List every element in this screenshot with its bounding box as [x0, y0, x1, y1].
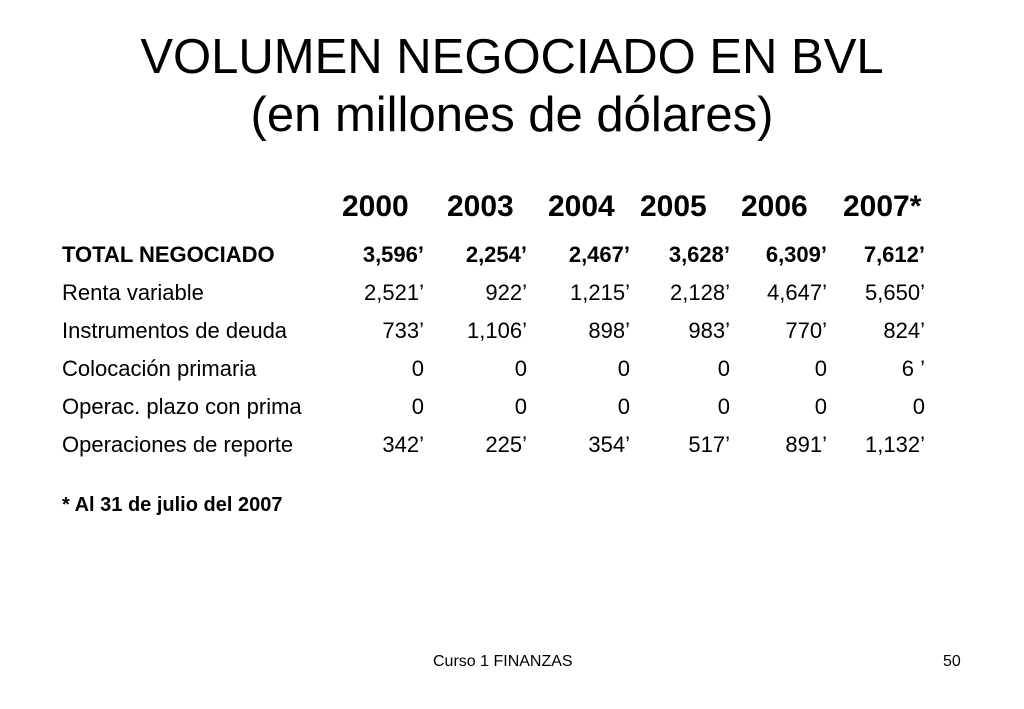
table-row-total: TOTAL NEGOCIADO 3,596’ 2,254’ 2,467’ 3,6…	[0, 240, 1024, 278]
table-cell: 0	[617, 356, 630, 381]
table-cell: 983’	[688, 318, 730, 343]
table-cell: 898’	[588, 318, 630, 343]
row-label: Colocación primaria	[62, 356, 257, 381]
table-cell: 2,254’	[465, 242, 527, 267]
table-cell: 3,628’	[668, 242, 730, 267]
row-label: Operac. plazo con prima	[62, 394, 302, 419]
table-cell: 922’	[485, 280, 527, 305]
table-cell: 0	[617, 394, 630, 419]
table-cell: 1,132’	[865, 432, 925, 457]
table-cell: 225’	[485, 432, 527, 457]
year-header: 2006	[741, 190, 808, 223]
volume-table: TOTAL NEGOCIADO 3,596’ 2,254’ 2,467’ 3,6…	[0, 240, 1024, 468]
table-cell: 6,309’	[765, 242, 827, 267]
table-row: Operaciones de reporte 342’ 225’ 354’ 51…	[0, 430, 1024, 468]
year-header: 2003	[447, 190, 514, 223]
table-cell: 0	[514, 394, 527, 419]
row-label: Instrumentos de deuda	[62, 318, 288, 343]
table-cell: 891’	[785, 432, 827, 457]
table-cell: 0	[814, 356, 827, 381]
footer-course-label: Curso 1 FINANZAS	[433, 653, 573, 670]
table-cell: 770’	[785, 318, 827, 343]
year-header: 2000	[342, 190, 409, 223]
table-cell: 1,215’	[570, 280, 630, 305]
table-cell: 824’	[883, 318, 925, 343]
year-header: 2007*	[843, 190, 922, 223]
table-cell: 0	[514, 356, 527, 381]
row-label: TOTAL NEGOCIADO	[62, 242, 275, 267]
row-label: Renta variable	[62, 280, 204, 305]
title-line-2: (en millones de dólares)	[250, 88, 774, 142]
table-row: Colocación primaria 0 0 0 0 0 6 ’	[0, 354, 1024, 392]
table-cell: 4,647’	[767, 280, 827, 305]
table-cell: 6 ’	[901, 356, 925, 381]
row-label: Operaciones de reporte	[62, 432, 294, 457]
footnote: * Al 31 de julio del 2007	[62, 494, 283, 516]
year-header-row: 2000 2003 2004 2005 2006 2007*	[0, 190, 1024, 230]
table-cell: 0	[411, 356, 424, 381]
table-row: Operac. plazo con prima 0 0 0 0 0 0	[0, 392, 1024, 430]
table-row: Instrumentos de deuda 733’ 1,106’ 898’ 9…	[0, 316, 1024, 354]
table-cell: 0	[912, 394, 925, 419]
page-number: 50	[943, 653, 961, 670]
table-cell: 2,467’	[568, 242, 630, 267]
table-cell: 517’	[688, 432, 730, 457]
table-cell: 2,521’	[364, 280, 424, 305]
table-cell: 0	[717, 394, 730, 419]
table-cell: 5,650’	[865, 280, 925, 305]
table-cell: 1,106’	[467, 318, 527, 343]
year-header: 2004	[548, 190, 615, 223]
table-cell: 0	[814, 394, 827, 419]
table-cell: 0	[411, 394, 424, 419]
table-cell: 3,596’	[362, 242, 424, 267]
table-cell: 733’	[382, 318, 424, 343]
table-cell: 7,612’	[863, 242, 925, 267]
table-cell: 2,128’	[670, 280, 730, 305]
table-cell: 342’	[382, 432, 424, 457]
table-row: Renta variable 2,521’ 922’ 1,215’ 2,128’…	[0, 278, 1024, 316]
table-cell: 354’	[588, 432, 630, 457]
slide-title: VOLUMEN NEGOCIADO EN BVL (en millones de…	[0, 28, 1024, 144]
year-header: 2005	[640, 190, 707, 223]
table-cell: 0	[717, 356, 730, 381]
title-line-1: VOLUMEN NEGOCIADO EN BVL	[140, 30, 884, 84]
